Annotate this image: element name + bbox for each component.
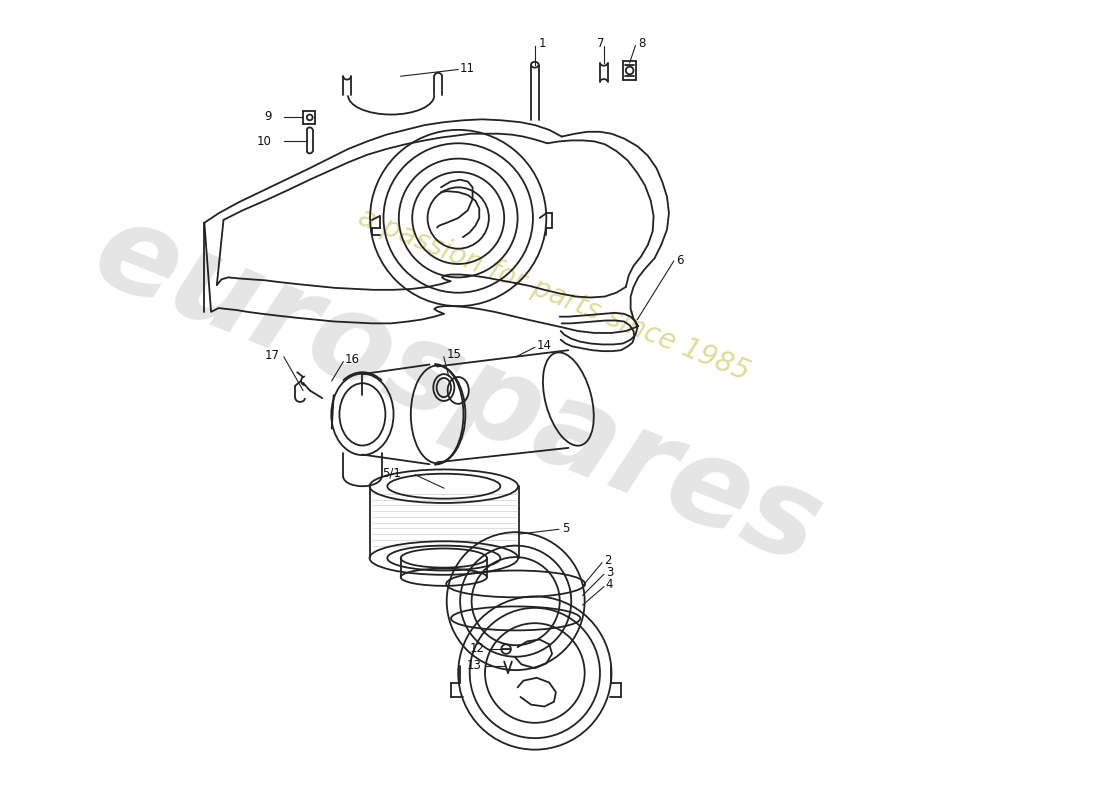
Text: 14: 14 [537, 339, 552, 352]
Text: 1: 1 [539, 37, 547, 50]
Text: 4: 4 [606, 578, 613, 591]
Text: 16: 16 [345, 354, 360, 366]
Text: 8: 8 [638, 37, 646, 50]
Text: a passion for parts since 1985: a passion for parts since 1985 [354, 203, 754, 386]
Text: eurospares: eurospares [78, 191, 838, 590]
Text: 12: 12 [470, 642, 485, 654]
Text: 9: 9 [264, 110, 272, 123]
Text: 5/1: 5/1 [382, 466, 400, 479]
Text: 15: 15 [447, 349, 462, 362]
Text: 13: 13 [466, 659, 481, 672]
Text: 6: 6 [676, 254, 684, 266]
Text: 3: 3 [606, 566, 613, 579]
Text: 7: 7 [597, 37, 605, 50]
Text: 10: 10 [256, 135, 272, 148]
Text: 17: 17 [265, 350, 280, 362]
Text: 11: 11 [460, 62, 475, 75]
Text: 5: 5 [562, 522, 569, 535]
Text: 2: 2 [604, 554, 612, 567]
